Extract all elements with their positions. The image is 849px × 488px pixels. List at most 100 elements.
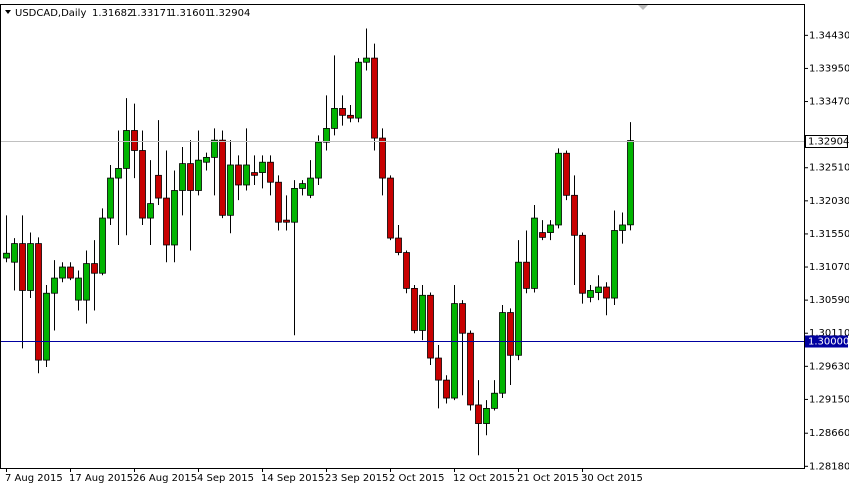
candle-body bbox=[595, 286, 602, 293]
candle-body bbox=[219, 139, 226, 216]
candle-body bbox=[83, 263, 90, 301]
candle-body bbox=[11, 243, 18, 263]
candle-body bbox=[123, 130, 130, 169]
candle-body bbox=[395, 237, 402, 253]
candle-body bbox=[339, 108, 346, 116]
x-tick-label: 17 Aug 2015 bbox=[69, 473, 133, 484]
candle-body bbox=[75, 277, 82, 301]
y-tick-label: 1.30590 bbox=[809, 295, 849, 306]
candle-body bbox=[507, 312, 514, 356]
y-tick-label: 1.32510 bbox=[809, 163, 849, 174]
candle-body bbox=[267, 161, 274, 183]
candle-body bbox=[251, 172, 258, 176]
candle-body bbox=[283, 219, 290, 223]
candle-body bbox=[443, 379, 450, 399]
candle-body bbox=[227, 164, 234, 216]
candle-body bbox=[131, 130, 138, 151]
y-tick-label: 1.28180 bbox=[809, 461, 849, 472]
candle-body bbox=[475, 404, 482, 424]
candle-body bbox=[347, 114, 354, 119]
candle-body bbox=[427, 294, 434, 359]
candle-body bbox=[235, 164, 242, 186]
y-tick-label: 1.31070 bbox=[809, 262, 849, 273]
candle-body bbox=[627, 140, 634, 226]
candle-body bbox=[3, 252, 10, 259]
candle-body bbox=[603, 286, 610, 299]
candle-body bbox=[547, 224, 554, 233]
candle-body bbox=[579, 234, 586, 294]
candle-body bbox=[523, 261, 530, 289]
y-tick-label: 1.33950 bbox=[809, 63, 849, 74]
header-arrow[interactable] bbox=[5, 10, 11, 14]
candle-body bbox=[331, 108, 338, 129]
candle-body bbox=[411, 288, 418, 331]
candle-body bbox=[115, 168, 122, 179]
candle-body bbox=[195, 159, 202, 191]
candle-body bbox=[435, 357, 442, 381]
candle-body bbox=[179, 163, 186, 191]
candle-body bbox=[403, 252, 410, 289]
candle-body bbox=[555, 152, 562, 226]
candle-body bbox=[531, 217, 538, 289]
candle-body bbox=[107, 177, 114, 219]
x-tick-label: 7 Aug 2015 bbox=[5, 473, 63, 484]
bid-label-box bbox=[805, 135, 848, 148]
y-tick-label: 1.29630 bbox=[809, 361, 849, 372]
high-value: 1.33171 bbox=[131, 8, 172, 19]
horizontal-line-label: 1.30000 bbox=[808, 337, 849, 348]
candle-body bbox=[203, 156, 210, 163]
y-tick-label: 1.31550 bbox=[809, 229, 849, 240]
x-tick-label: 2 Oct 2015 bbox=[389, 473, 444, 484]
candle-body bbox=[355, 61, 362, 119]
candle-body bbox=[139, 150, 146, 219]
candle-body bbox=[451, 303, 458, 399]
candle-body bbox=[459, 303, 466, 334]
chart-title: USDCAD,Daily bbox=[15, 8, 86, 19]
x-tick-label: 26 Aug 2015 bbox=[133, 473, 197, 484]
y-tick-label: 1.34430 bbox=[809, 30, 849, 41]
y-tick-label: 1.28660 bbox=[809, 428, 849, 439]
candle-body bbox=[499, 312, 506, 394]
candle-body bbox=[619, 224, 626, 231]
candle-body bbox=[259, 161, 266, 173]
candle-body bbox=[379, 137, 386, 179]
candle-body bbox=[419, 294, 426, 331]
candle-body bbox=[363, 57, 370, 63]
x-tick-label: 30 Oct 2015 bbox=[581, 473, 643, 484]
candle-body bbox=[171, 190, 178, 246]
candle-body bbox=[147, 203, 154, 219]
plot-frame bbox=[0, 4, 805, 469]
candle-body bbox=[491, 392, 498, 409]
candle-body bbox=[307, 177, 314, 196]
candle-body bbox=[467, 332, 474, 406]
candle-body bbox=[59, 266, 66, 279]
shift-marker bbox=[638, 5, 648, 10]
low-value: 1.31601 bbox=[170, 8, 211, 19]
candle-body bbox=[187, 163, 194, 191]
x-tick-label: 12 Oct 2015 bbox=[453, 473, 515, 484]
candle-body bbox=[611, 230, 618, 299]
x-tick-label: 4 Sep 2015 bbox=[197, 473, 254, 484]
candle-body bbox=[155, 174, 162, 199]
x-tick-label: 21 Oct 2015 bbox=[517, 473, 579, 484]
candle-body bbox=[99, 217, 106, 274]
candle-body bbox=[43, 292, 50, 361]
candle-body bbox=[275, 181, 282, 223]
chart-header: USDCAD,Daily 1.31682 1.33171 1.31601 1.3… bbox=[15, 8, 250, 19]
candle-body bbox=[35, 243, 42, 361]
candle-body bbox=[483, 407, 490, 424]
candle-body bbox=[387, 177, 394, 239]
bid-label: 1.32904 bbox=[808, 137, 849, 148]
candle-body bbox=[315, 141, 322, 179]
y-tick-label: 1.29150 bbox=[809, 394, 849, 405]
candle-body bbox=[243, 164, 250, 186]
candle-body bbox=[539, 232, 546, 238]
y-tick-label: 1.33470 bbox=[809, 97, 849, 108]
candle-body bbox=[563, 152, 570, 196]
horizontal-line-label-box bbox=[805, 335, 848, 348]
open-value: 1.31682 bbox=[92, 8, 133, 19]
y-tick-label: 1.32030 bbox=[809, 196, 849, 207]
candle-body bbox=[51, 277, 58, 294]
candle-body bbox=[371, 57, 378, 139]
